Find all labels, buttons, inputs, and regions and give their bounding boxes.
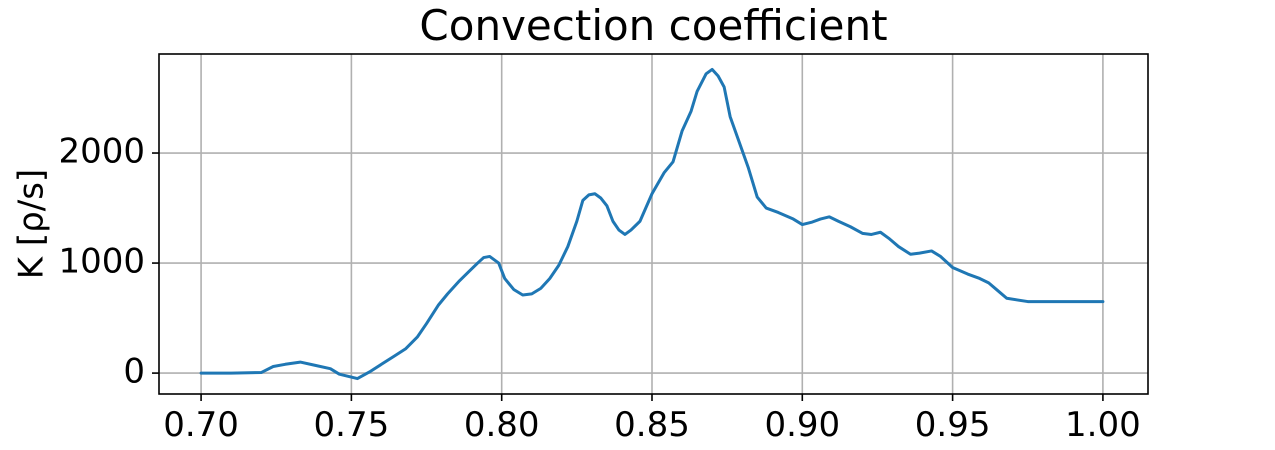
x-tick-label: 0.80 <box>464 405 540 445</box>
y-tick-label: 2000 <box>58 132 145 172</box>
ticks: 0.70 0.75 0.80 0.85 0.90 0.95 1.00 0 1000 2000 <box>58 132 1140 445</box>
series-layer <box>199 67 1105 381</box>
x-tick-label: 0.90 <box>764 405 840 445</box>
chart-title: Convection coefficient <box>419 1 887 50</box>
x-tick-label: 1.00 <box>1065 405 1141 445</box>
x-tick-label: 0.85 <box>614 405 690 445</box>
x-tick-label: 0.70 <box>163 405 239 445</box>
x-tick-label: 0.95 <box>915 405 991 445</box>
series-line-convection-coefficient <box>199 67 1105 381</box>
y-axis-label: K [ρ/s] <box>12 169 52 279</box>
y-tick-label: 1000 <box>58 242 145 282</box>
grid <box>159 54 1148 394</box>
plot-frame <box>158 53 1149 395</box>
y-tick-label: 0 <box>123 352 145 392</box>
x-tick-label: 0.75 <box>314 405 390 445</box>
